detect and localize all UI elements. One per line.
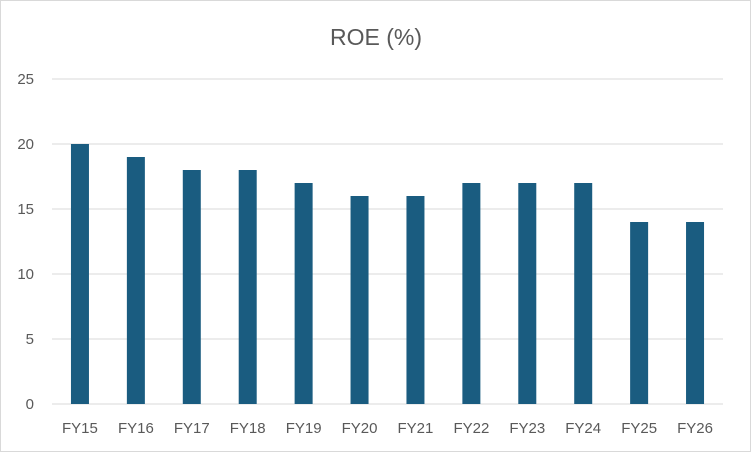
bar-fy16 [126,157,145,404]
x-tick-label: FY22 [453,420,489,437]
x-tick-label: FY16 [118,420,154,437]
bar-fy21 [406,196,425,404]
bar-fy22 [462,183,481,404]
y-tick-label: 10 [17,266,34,283]
y-tick-label: 20 [17,136,34,153]
bars [70,144,705,404]
x-tick-label: FY23 [509,420,545,437]
y-tick-label: 15 [17,201,34,218]
x-tick-label: FY26 [677,420,713,437]
bar-fy24 [574,183,593,404]
x-axis-ticks: FY15 FY16 FY17 FY18 FY19 FY20 FY21 FY22 FY23 FY24… [62,420,713,437]
x-tick-label: FY15 [62,420,98,437]
x-tick-label: FY20 [342,420,378,437]
x-tick-label: FY19 [286,420,322,437]
x-tick-label: FY24 [565,420,601,437]
gridlines [52,78,723,405]
bar-fy25 [630,222,649,404]
y-tick-label: 5 [26,331,34,348]
y-axis-ticks: 0 5 10 15 20 25 [17,71,34,413]
bar-fy20 [350,196,369,404]
bar-fy18 [238,170,257,404]
bar-fy23 [518,183,537,404]
x-tick-label: FY21 [398,420,434,437]
chart-title: ROE (%) [330,24,422,50]
y-tick-label: 25 [17,71,34,88]
bar-fy15 [70,144,89,404]
x-tick-label: FY18 [230,420,266,437]
bar-fy19 [294,183,313,404]
y-tick-label: 0 [26,396,34,413]
x-tick-label: FY25 [621,420,657,437]
x-tick-label: FY17 [174,420,210,437]
bar-fy17 [182,170,201,404]
bar-fy26 [686,222,705,404]
